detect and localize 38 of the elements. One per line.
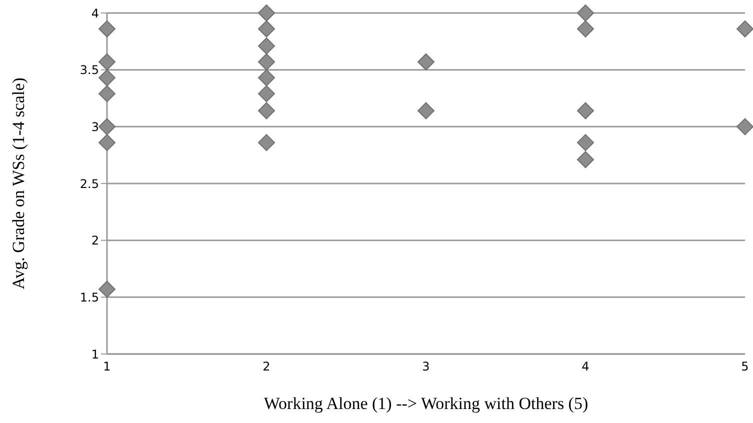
- point: [258, 102, 275, 120]
- point: [258, 4, 275, 22]
- point: [736, 118, 753, 136]
- point: [258, 37, 275, 54]
- point: [98, 69, 116, 86]
- point: [98, 134, 116, 152]
- x-tick-label: 3: [422, 360, 430, 374]
- point: [258, 53, 275, 70]
- y-tick-label: 3.5: [80, 63, 99, 78]
- y-tick-label: 2: [91, 234, 99, 248]
- point: [577, 20, 594, 38]
- point: [418, 53, 434, 70]
- point: [98, 85, 116, 102]
- x-tick-label: 1: [103, 360, 111, 374]
- y-tick-label: 3: [91, 120, 99, 134]
- y-tick-label: 1: [91, 347, 99, 362]
- point: [577, 151, 594, 168]
- point: [258, 134, 275, 152]
- y-tick-label: 1.5: [80, 290, 99, 304]
- y-tick-label: 2.5: [80, 176, 99, 191]
- point: [577, 4, 594, 22]
- point: [98, 280, 116, 298]
- point: [736, 20, 753, 38]
- point: [258, 85, 275, 102]
- y-axis-title: Avg. Grade on WSs (1-4 scale): [9, 78, 28, 290]
- point: [98, 20, 116, 38]
- x-axis-title: Working Alone (1) --> Working with Others (5): [264, 394, 588, 413]
- point: [98, 53, 116, 70]
- x-tick-label: 4: [582, 360, 590, 374]
- point: [258, 20, 275, 38]
- point: [418, 102, 434, 120]
- point: [577, 102, 594, 120]
- point: [98, 118, 116, 136]
- x-tick-label: 2: [262, 360, 270, 374]
- point: [258, 69, 275, 86]
- point: [577, 134, 594, 152]
- x-tick-label: 5: [741, 360, 749, 374]
- y-tick-label: 4: [91, 6, 99, 20]
